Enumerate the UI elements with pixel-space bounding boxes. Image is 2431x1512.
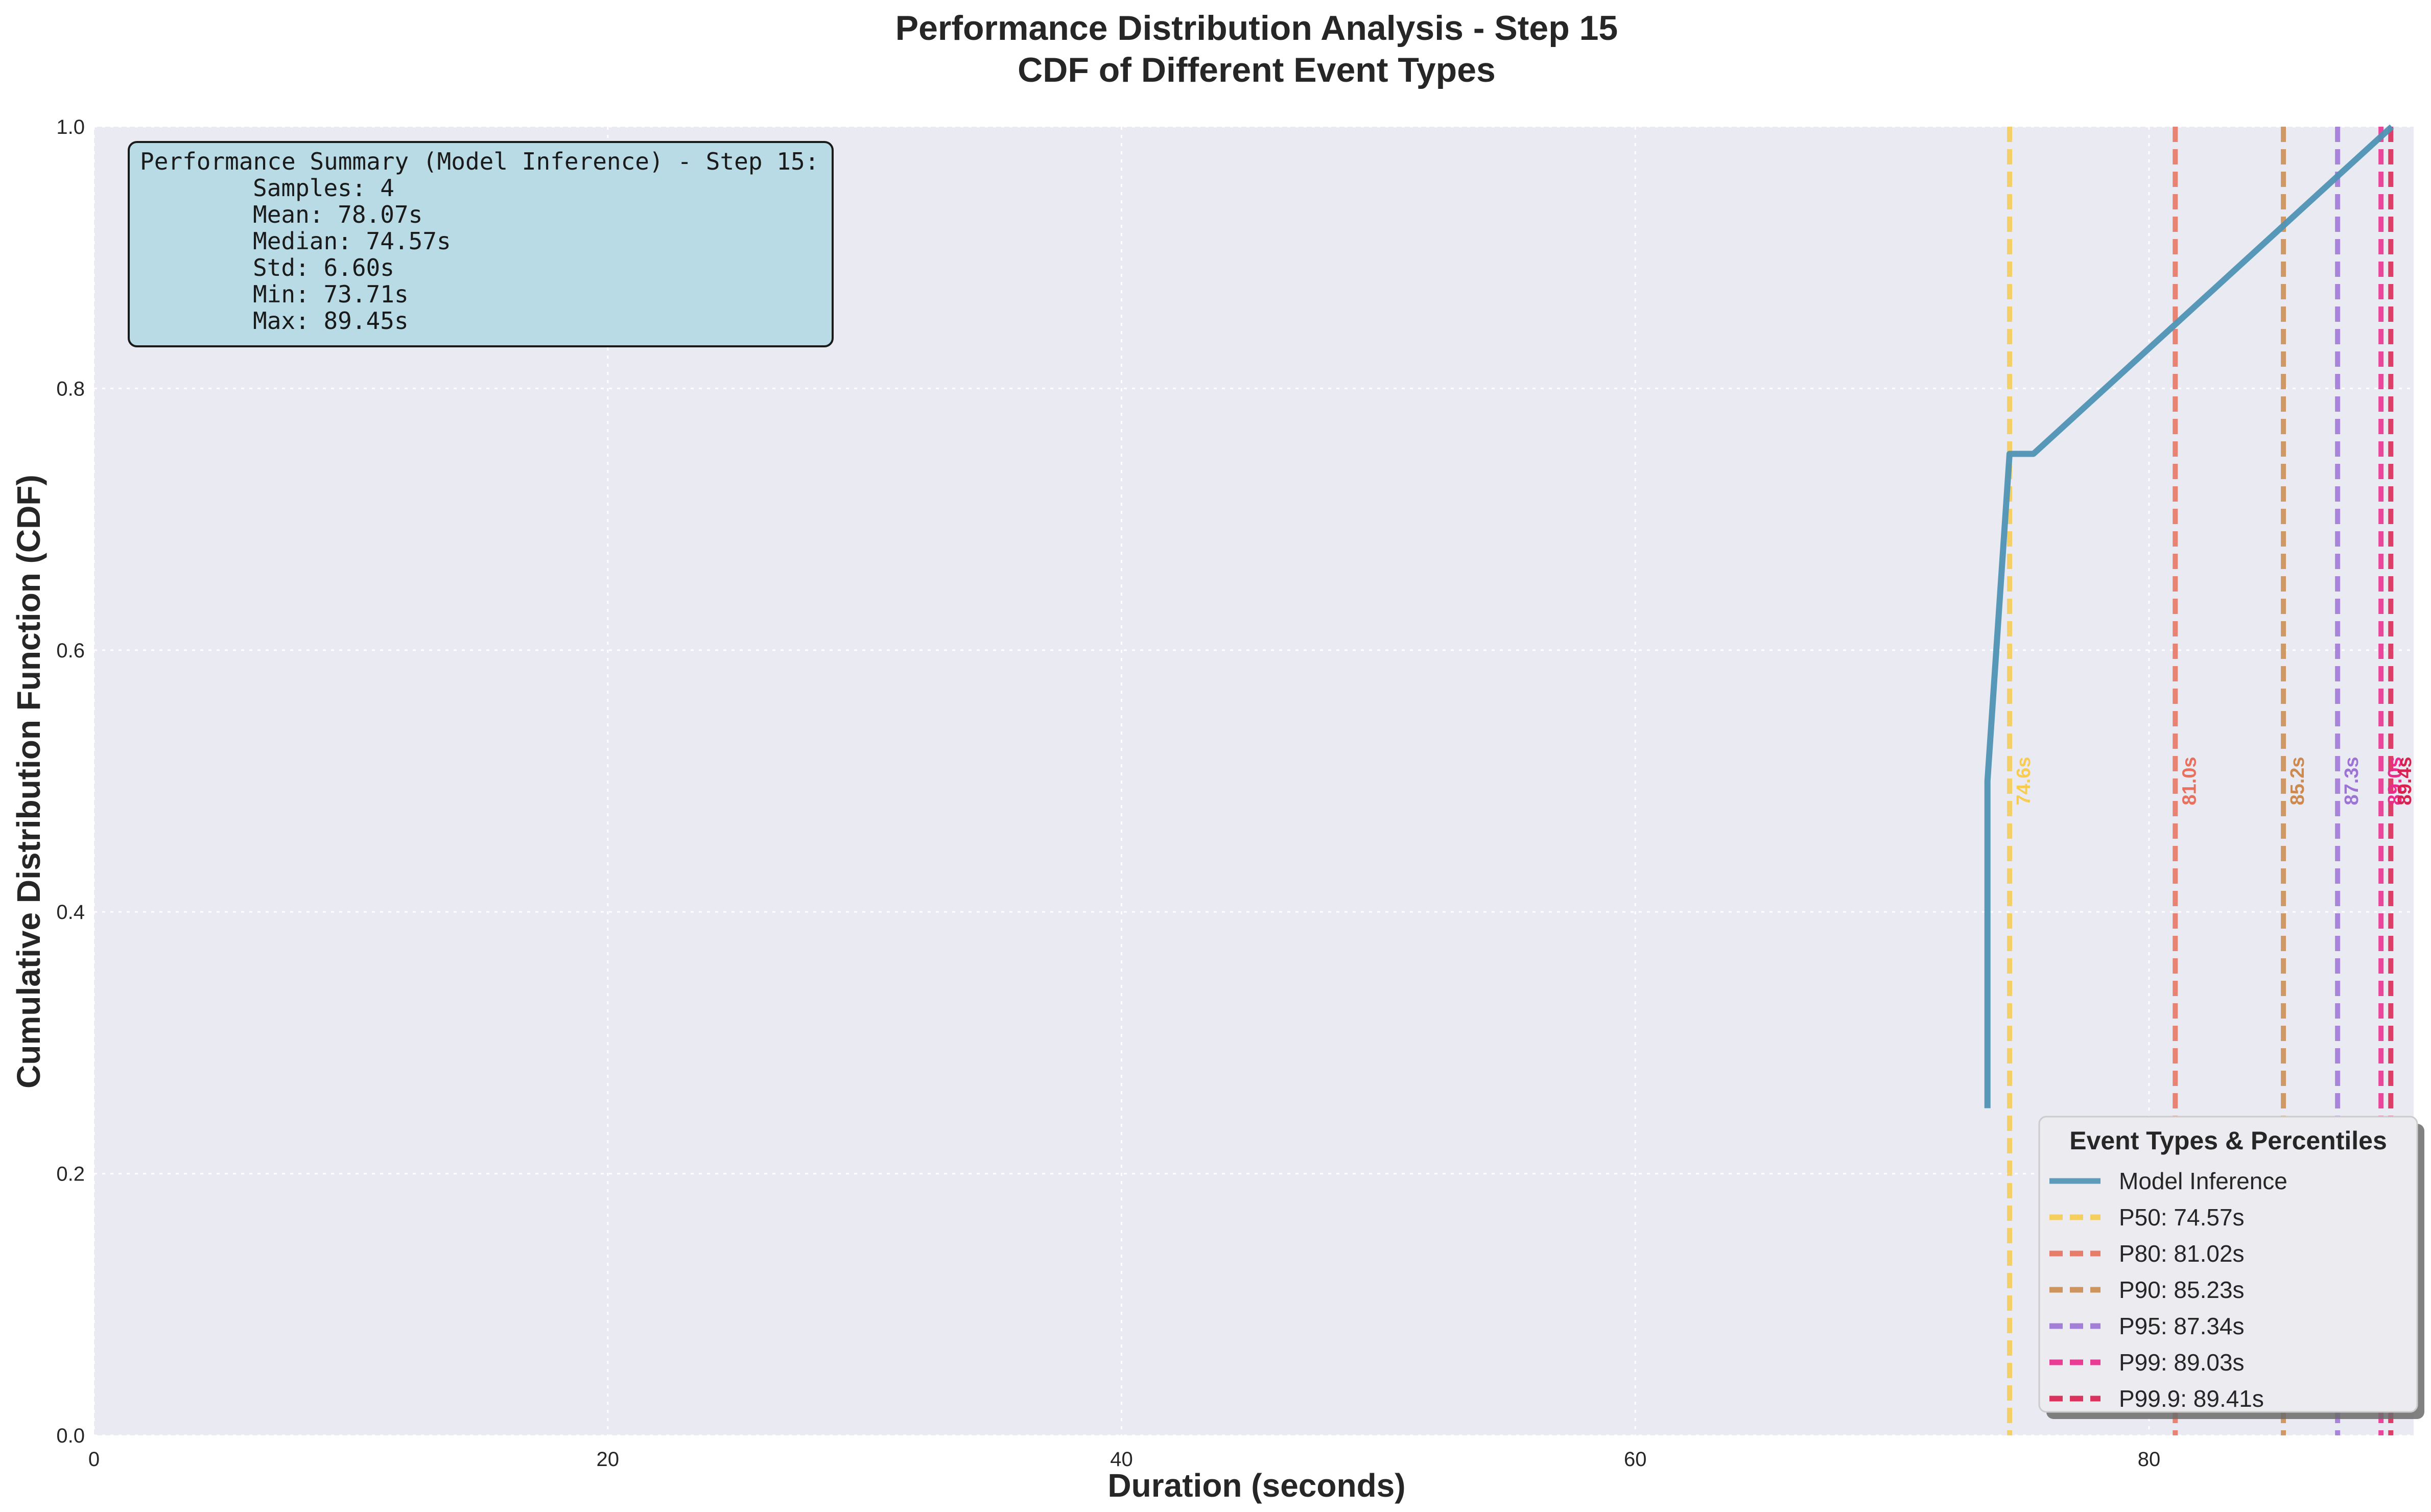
legend-title: Event Types & Percentiles — [2069, 1126, 2387, 1155]
summary-box-frame — [128, 141, 834, 347]
legend-label: P90: 85.23s — [2119, 1277, 2245, 1303]
percentile-label: 74.6s — [2013, 757, 2035, 805]
x-tick-label: 0 — [88, 1448, 100, 1471]
legend-label: P80: 81.02s — [2119, 1240, 2245, 1267]
summary-line-min: Min: 73.71s — [253, 280, 409, 308]
legend-label: P99: 89.03s — [2119, 1349, 2245, 1376]
series-line-model-inference — [1984, 124, 2394, 1108]
chart-subtitle: CDF of Different Event Types — [1018, 51, 1496, 89]
percentile-label: 89.4s — [2394, 757, 2416, 805]
percentile-label: 85.2s — [2287, 757, 2308, 805]
summary-line-mean: Mean: 78.07s — [253, 201, 422, 228]
summary-line-median: Median: 74.57s — [253, 227, 451, 255]
summary-line-max: Max: 89.45s — [253, 307, 409, 335]
percentile-label: 87.3s — [2341, 757, 2363, 805]
legend-frame — [2038, 1116, 2418, 1413]
grid-lines — [93, 126, 2414, 1436]
y-tick-label: 0.2 — [56, 1163, 85, 1186]
x-tick-label: 40 — [1110, 1448, 1133, 1471]
x-tick-label: 60 — [1624, 1448, 1647, 1471]
y-tick-label: 0.0 — [56, 1425, 85, 1447]
y-tick-label: 0.6 — [56, 640, 85, 662]
y-tick-label: 0.8 — [56, 377, 85, 400]
y-axis-label: Cumulative Distribution Function (CDF) — [10, 475, 47, 1089]
chart-title: Performance Distribution Analysis - Step… — [895, 9, 1618, 48]
legend: Event Types & Percentiles Model Inferenc… — [2038, 1116, 2424, 1419]
y-tick-label: 0.4 — [56, 901, 85, 924]
legend-label: Model Inference — [2119, 1168, 2287, 1194]
percentile-label: 89.0s — [2385, 757, 2406, 805]
legend-entries: Model Inference P50: 74.57s P80: 81.02s P90… — [2049, 1168, 2287, 1412]
tick-labels: 0 20 40 60 80 0.0 0.2 0.4 0.6 0.8 1.0 — [56, 116, 2160, 1471]
legend-label: P50: 74.57s — [2119, 1204, 2245, 1231]
summary-line-samples: Samples: 4 — [253, 174, 394, 202]
legend-label: P99.9: 89.41s — [2119, 1385, 2264, 1412]
summary-line-std: Std: 6.60s — [253, 254, 394, 281]
legend-label: P95: 87.34s — [2119, 1313, 2245, 1339]
percentile-label: 81.0s — [2179, 757, 2200, 805]
summary-box: Performance Summary (Model Inference) - … — [128, 141, 834, 347]
x-tick-label: 20 — [597, 1448, 620, 1471]
x-axis-label: Duration (seconds) — [1107, 1467, 1405, 1504]
x-tick-label: 80 — [2138, 1448, 2161, 1471]
series-lines — [1984, 124, 2394, 1108]
summary-line-title: Performance Summary (Model Inference) - … — [140, 148, 819, 175]
y-tick-label: 1.0 — [56, 116, 85, 138]
